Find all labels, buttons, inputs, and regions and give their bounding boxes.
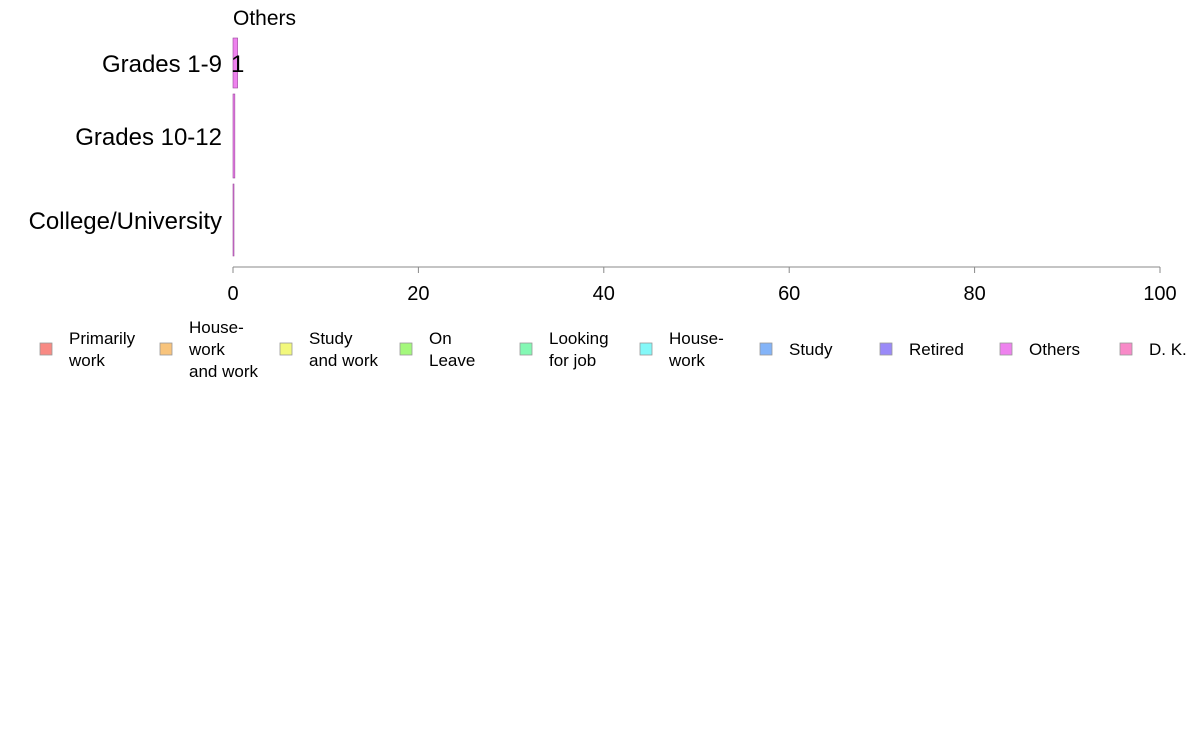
- legend-label: Study: [789, 340, 833, 359]
- x-tick-label: 100: [1143, 283, 1176, 305]
- legend-label: Study and work: [309, 329, 378, 370]
- category-label: Grades 10-12: [75, 124, 222, 151]
- legend-swatch: [999, 342, 1013, 356]
- legend-label: House-work: [668, 329, 724, 370]
- legend-label: D. K.: [1149, 340, 1187, 359]
- x-tick-label: 0: [227, 283, 238, 305]
- bar-segment: [232, 183, 235, 257]
- x-tick-label: 20: [407, 283, 429, 305]
- bars-group: 1: [231, 37, 244, 257]
- legend-swatch: [879, 342, 893, 356]
- category-labels: Grades 1-9 Grades 10-12 College/University: [29, 51, 222, 235]
- x-axis: 0 20 40 60 80 100: [227, 266, 1177, 305]
- panel-title: Others: [233, 7, 296, 30]
- legend-swatch: [279, 342, 293, 356]
- legend-swatch: [519, 342, 533, 356]
- legend-swatch: [39, 342, 53, 356]
- bar-segment: [232, 37, 238, 89]
- bar-segment: [232, 93, 236, 179]
- x-tick-label: 40: [593, 283, 615, 305]
- legend-swatch: [159, 342, 173, 356]
- legend-label: House-work and work: [188, 318, 258, 381]
- legend-swatch: [639, 342, 653, 356]
- legend-label: Others: [1029, 340, 1080, 359]
- x-tick-label: 80: [963, 283, 985, 305]
- bar-data-label: 1: [231, 51, 244, 78]
- legend-label: On Leave: [429, 329, 475, 370]
- legend: Primarily work House-work and work Study and …: [39, 318, 1187, 381]
- x-tick-label: 60: [778, 283, 800, 305]
- category-label: College/University: [29, 208, 222, 235]
- legend-swatch: [399, 342, 413, 356]
- legend-swatch: [759, 342, 773, 356]
- legend-label: Primarily work: [68, 329, 136, 370]
- legend-swatch: [1119, 342, 1133, 356]
- category-label: Grades 1-9: [102, 51, 222, 78]
- legend-label: Looking for job: [549, 329, 609, 370]
- legend-label: Retired: [909, 340, 964, 359]
